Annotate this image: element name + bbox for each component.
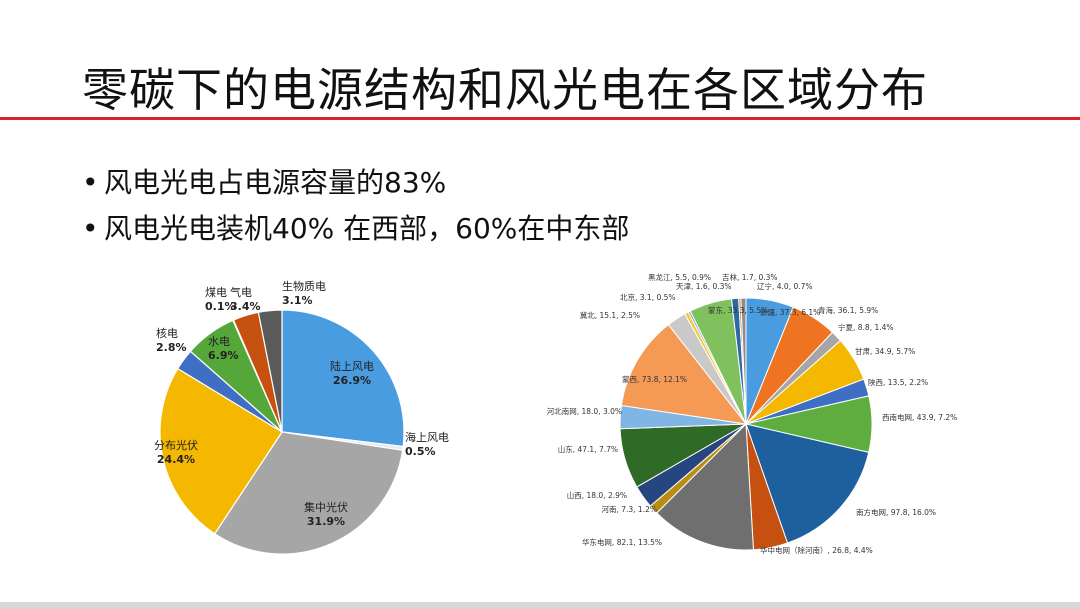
pie-slice (620, 323, 748, 425)
slice-label: 河南, 7.3, 1.2% (601, 504, 657, 514)
bullet-list: • 风电光电占电源容量的83% • 风电光电装机40% 在西部，60%在中东部 (82, 160, 629, 252)
slice-label-pct: 31.9% (307, 515, 345, 528)
slice-label-pct: 0.5% (405, 445, 436, 458)
slice-label: 黑龙江, 5.5, 0.9% (648, 272, 711, 282)
bullet-item: • 风电光电占电源容量的83% (82, 160, 629, 206)
slice-label-name: 分布光伏 (154, 438, 198, 452)
pie-slice (213, 431, 404, 555)
slice-label-name: 生物质电 (282, 279, 326, 293)
title-divider (0, 117, 1080, 120)
slice-label-pct: 2.8% (156, 341, 187, 354)
slice-label: 华东电网, 82.1, 13.5% (582, 537, 662, 547)
slice-label-name: 陆上风电 (330, 359, 374, 373)
bullet-item: • 风电光电装机40% 在西部，60%在中东部 (82, 206, 629, 252)
slice-label-pct: 3.1% (282, 294, 313, 307)
slice-label: 水电6.9% (208, 335, 239, 362)
slice-label: 青海, 36.1, 5.9% (818, 305, 878, 315)
slice-label: 煤电0.1% (205, 286, 236, 313)
slice-label: 山东, 47.1, 7.7% (558, 444, 618, 454)
slice-label-pct: 3.4% (230, 300, 261, 313)
pie-slice (281, 309, 405, 448)
bullet-dot-icon: • (82, 212, 99, 245)
pie-slice (745, 423, 870, 544)
slide-title: 零碳下的电源结构和风光电在各区域分布 (82, 63, 928, 117)
slice-label-pct: 26.9% (333, 374, 371, 387)
slice-label: 天津, 1.6, 0.3% (676, 282, 732, 291)
slice-label-name: 核电 (156, 326, 178, 340)
slice-label-pct: 6.9% (208, 349, 239, 362)
slice-label: 核电2.8% (156, 326, 187, 354)
pie-slice (159, 367, 283, 535)
slice-label: 蒙西, 73.8, 12.1% (622, 374, 687, 384)
slice-label: 气电3.4% (230, 285, 261, 313)
bullet-dot-icon: • (82, 166, 99, 199)
slice-label: 新疆, 37.3, 6.1% (760, 307, 820, 317)
slice-label-name: 气电 (230, 285, 252, 299)
slice-label-pct: 24.4% (157, 453, 195, 466)
slice-label: 冀北, 15.1, 2.5% (580, 310, 640, 320)
slice-label-name: 煤电 (205, 286, 227, 299)
slice-label: 吉林, 1.7, 0.3% (722, 272, 778, 282)
slice-label: 南方电网, 97.8, 16.0% (856, 507, 936, 517)
slice-label-name: 水电 (208, 335, 230, 348)
slice-label: 蒙东, 33.3, 5.5% (708, 305, 768, 315)
slice-label-name: 集中光伏 (304, 500, 348, 514)
bullet-text: 风电光电占电源容量的83% (104, 166, 447, 199)
pie-slice (656, 422, 754, 551)
slice-label-name: 海上风电 (405, 430, 449, 444)
slice-label: 华中电网（除河南）, 26.8, 4.4% (760, 545, 873, 555)
slice-label: 陕西, 13.5, 2.2% (868, 377, 928, 387)
pie-slice (740, 297, 747, 425)
slice-label: 宁夏, 8.8, 1.4% (838, 322, 894, 332)
slice-label: 西南电网, 43.9, 7.2% (882, 412, 957, 422)
slice-label: 甘肃, 34.9, 5.7% (855, 346, 915, 356)
slice-label: 河北南网, 18.0, 3.0% (547, 406, 622, 416)
pie-slice (257, 309, 283, 433)
bullet-text: 风电光电装机40% 在西部，60%在中东部 (104, 212, 630, 245)
slice-label: 北京, 3.1, 0.5% (620, 292, 676, 302)
slice-label-pct: 0.1% (205, 300, 236, 313)
slice-label: 山西, 18.0, 2.9% (567, 490, 627, 500)
slice-label: 辽宁, 4.0, 0.7% (757, 281, 813, 291)
slide-footer-bar (0, 602, 1080, 609)
